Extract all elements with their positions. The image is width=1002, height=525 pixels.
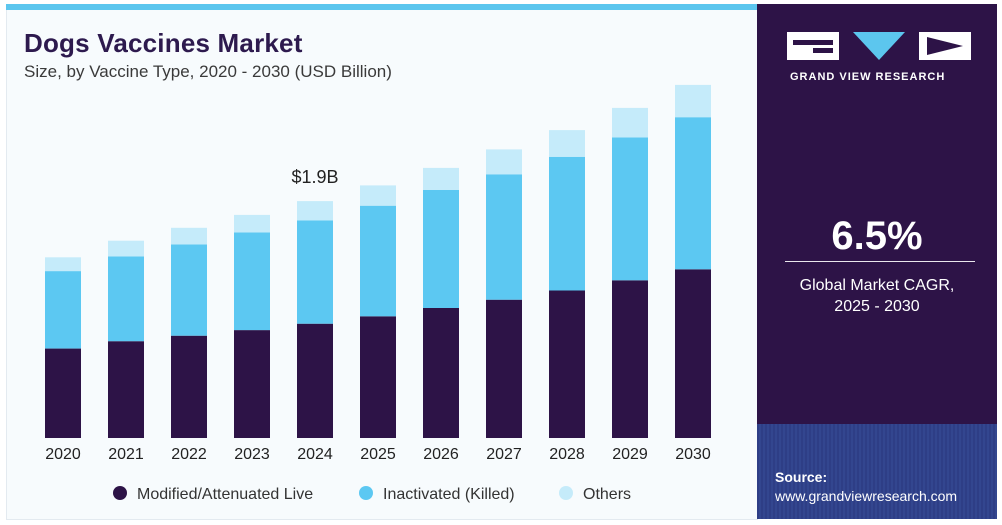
bar-2029-inactivated-killed [612,137,648,281]
divider [785,261,975,262]
brand-name: GRAND VIEW RESEARCH [790,71,946,83]
bar-2027-modified-attenuated-live [486,299,522,438]
bar-2026-inactivated-killed [423,190,459,308]
summary-panel: GRAND VIEW RESEARCH 6.5% Global Market C… [757,4,997,519]
x-tick-2022: 2022 [171,446,207,463]
x-tick-2023: 2023 [234,446,270,463]
bar-2020-others [45,257,81,272]
cagr-value: 6.5% [831,214,923,258]
legend-label-2: Others [583,486,631,503]
legend-swatch-2 [559,486,573,500]
x-tick-2020: 2020 [45,446,81,463]
bar-2025-inactivated-killed [360,205,396,317]
cagr-label: Global Market CAGR, 2025 - 2030 [757,275,997,317]
bar-2029-others [612,107,648,138]
x-tick-2029: 2029 [612,446,648,463]
bar-2030-inactivated-killed [675,117,711,270]
bar-2021-modified-attenuated-live [108,341,144,438]
stacked-bar-chart: 2020 2021 2022 2023 2024 $1.9B 2025 2026 2027 202… [45,84,711,503]
x-tick-2030: 2030 [675,446,711,463]
bar-2021-others [108,240,144,257]
x-tick-2026: 2026 [423,446,459,463]
bar-2021-inactivated-killed [108,256,144,342]
bar-2020-inactivated-killed [45,271,81,349]
source-label: Source: [775,469,828,485]
accent-bar [6,4,757,10]
x-tick-2021: 2021 [108,446,144,463]
bar-2023-modified-attenuated-live [234,330,270,438]
bar-2026-modified-attenuated-live [423,308,459,438]
bar-2023-inactivated-killed [234,232,270,331]
legend-swatch-0 [113,486,127,500]
bar-2029-modified-attenuated-live [612,280,648,438]
bar-2026-others [423,167,459,190]
bar-2022-modified-attenuated-live [171,335,207,438]
bar-2028-inactivated-killed [549,156,585,291]
bar-2027-inactivated-killed [486,174,522,300]
annotation-2024: $1.9B [291,167,338,187]
x-tick-2025: 2025 [360,446,396,463]
chart-title: Dogs Vaccines Market [24,28,303,58]
legend-label-1: Inactivated (Killed) [383,486,515,503]
source-band [757,424,997,519]
grand-view-research-logo [787,32,971,60]
bar-2022-others [171,227,207,245]
legend-label-0: Modified/Attenuated Live [137,486,313,503]
bar-2030-others [675,84,711,118]
cagr-label-line2: 2025 - 2030 [834,298,920,315]
bar-2020-modified-attenuated-live [45,348,81,438]
x-tick-2024: 2024 [297,446,333,463]
bar-2027-others [486,149,522,175]
bar-2024-others [297,201,333,221]
bar-2030-modified-attenuated-live [675,269,711,438]
source-link[interactable]: www.grandviewresearch.com [775,488,958,504]
x-tick-2027: 2027 [486,446,522,463]
bar-2025-modified-attenuated-live [360,316,396,438]
bar-2024-inactivated-killed [297,220,333,324]
bar-2028-others [549,130,585,157]
chart-subtitle: Size, by Vaccine Type, 2020 - 2030 (USD … [24,62,392,81]
cagr-label-line1: Global Market CAGR, [799,277,955,294]
bar-2025-others [360,185,396,206]
bar-2024-modified-attenuated-live [297,323,333,438]
legend-swatch-1 [359,486,373,500]
bar-2023-others [234,214,270,233]
bar-2028-modified-attenuated-live [549,290,585,438]
bar-2022-inactivated-killed [171,244,207,336]
x-tick-2028: 2028 [549,446,585,463]
